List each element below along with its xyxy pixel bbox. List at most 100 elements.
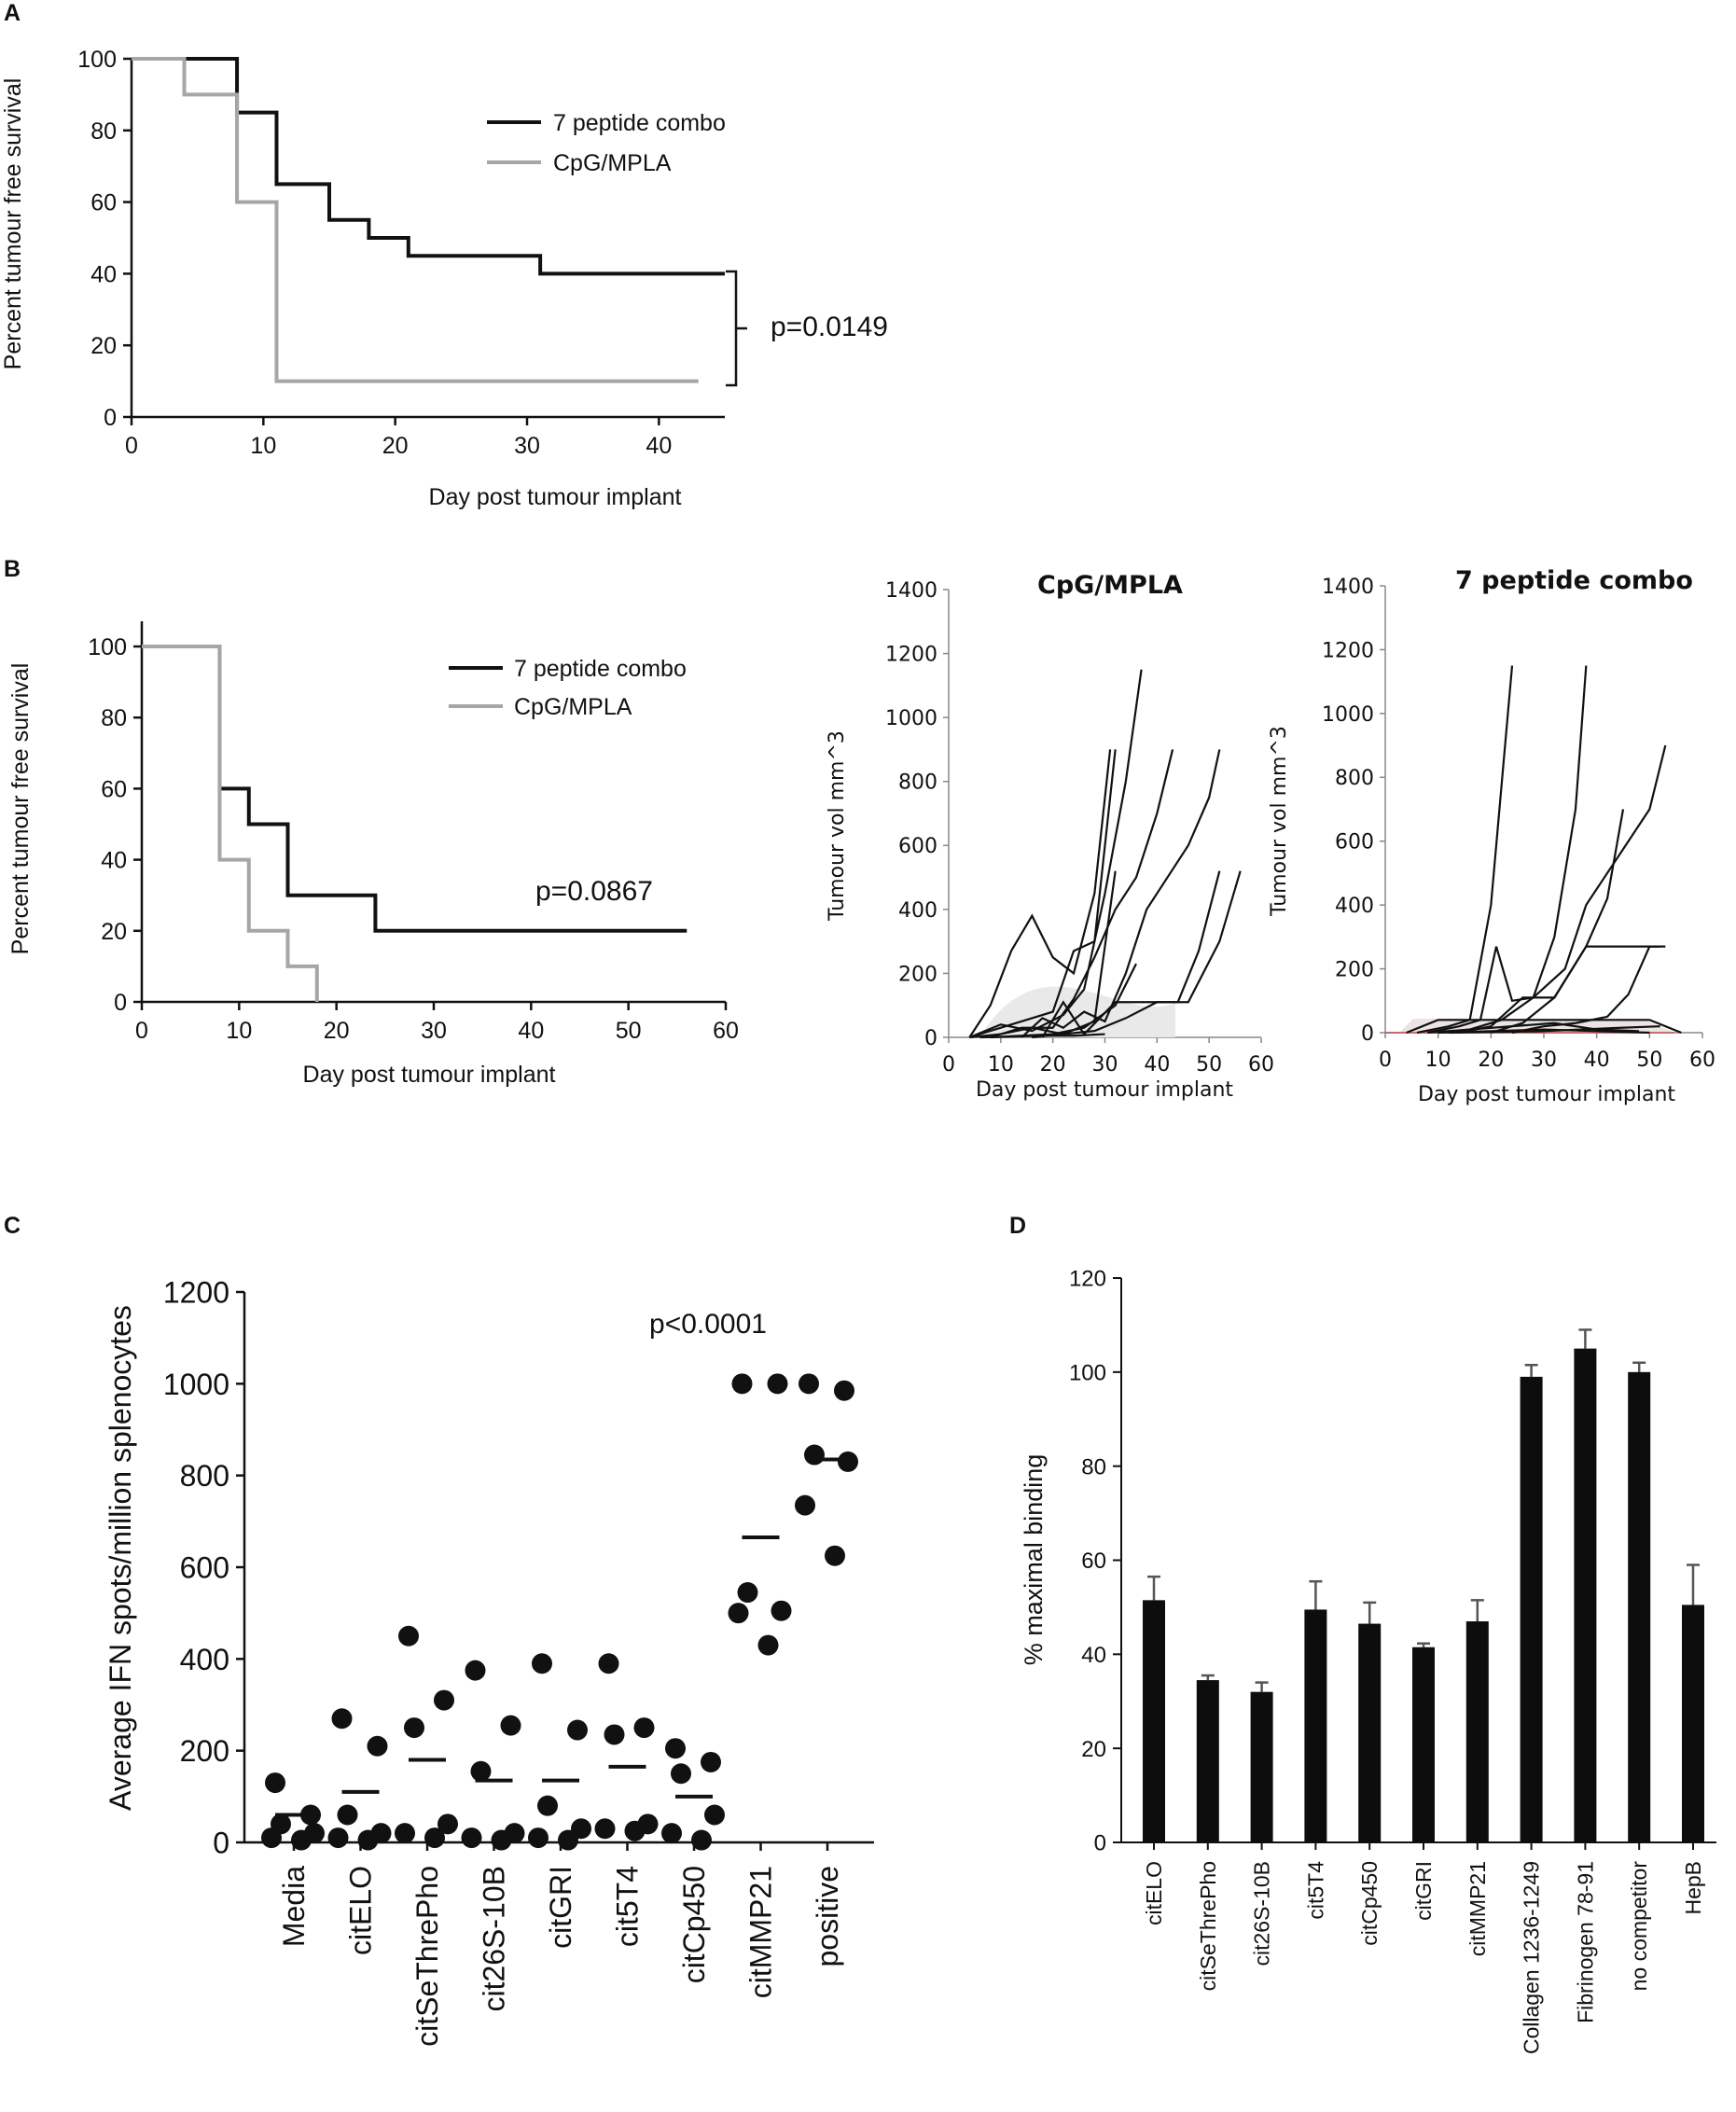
data-point [704,1804,725,1826]
y-tick-label: 1200 [1322,639,1374,662]
data-point [771,1600,792,1621]
x-tick-label: 40 [518,1018,544,1044]
category-label: citCp450 [1357,1861,1382,1946]
data-point [604,1724,625,1745]
y-tick-label: 1000 [163,1368,229,1401]
series-line-mouse-10 [979,1033,1105,1039]
series-line-mouse-6 [1511,945,1666,1035]
panel-a-legend: 7 peptide combo CpG/MPLA [487,110,726,176]
x-tick-label: 20 [382,433,409,459]
data-point [327,1827,349,1849]
y-tick-label: 20 [90,333,117,359]
bar [1143,1600,1165,1842]
data-point [701,1751,721,1772]
y-tick-label: 100 [88,634,127,660]
y-tick-label: 100 [1069,1360,1106,1385]
y-tick-label: 0 [114,990,127,1016]
panel-a-series [132,57,725,383]
series-line-mouse-5 [1491,945,1660,1035]
bar [1304,1609,1327,1842]
growth-1-y-axis-title: Tumour vol mm^3 [826,730,849,922]
category-label: positive [811,1866,844,1967]
data-point [395,1823,415,1844]
data-point [795,1494,815,1516]
data-point [461,1827,482,1849]
data-point [337,1804,358,1826]
y-tick-label: 800 [1335,767,1374,790]
data-point [261,1827,282,1849]
x-tick-label: 30 [421,1018,447,1044]
panel-label-b: B [4,556,21,582]
y-tick-label: 60 [101,776,127,802]
x-tick-label: 0 [135,1018,148,1044]
category-label: Collagen 1236-1249 [1520,1861,1544,2054]
bar [1358,1623,1382,1842]
bar [1250,1691,1273,1842]
x-tick-label: 20 [1040,1053,1066,1077]
x-tick-label: 30 [514,433,540,459]
growth-2-title: 7 peptide combo [1455,566,1693,595]
y-tick-label: 0 [213,1827,229,1860]
x-tick-label: 60 [713,1018,739,1044]
y-tick-label: 0 [1361,1022,1374,1046]
data-point [367,1735,388,1757]
x-tick-label: 40 [1584,1049,1610,1072]
growth-2-y-axis-title: Tumour vol mm^3 [1268,726,1291,917]
x-tick-label: 10 [1425,1049,1451,1072]
panel-b-survival-chart: 0 10 20 30 40 50 60 0 20 40 60 80 100 7 peptide comb… [7,621,739,1088]
x-tick-label: 60 [1689,1049,1715,1072]
panel-a-survival-chart: 0 10 20 30 40 0 20 40 60 80 100 7 peptide combo Cp… [0,47,888,510]
data-point [265,1772,285,1794]
category-label: citGRI [1411,1861,1436,1921]
y-tick-label: 0 [1094,1831,1106,1856]
y-tick-label: 400 [1335,895,1374,918]
data-point [404,1717,424,1739]
y-tick-label: 0 [104,405,117,431]
panel-a-x-axis-title: Day post tumour implant [429,484,682,510]
panel-b-p-value: p=0.0867 [535,876,653,907]
x-tick-label: 0 [125,433,138,459]
data-point [424,1827,445,1849]
series-line-mouse-2 [1427,665,1588,1035]
category-label: citELO [1142,1861,1166,1925]
growth-2-x-axis-title: Day post tumour implant [1418,1083,1675,1106]
y-tick-label: 800 [180,1459,229,1493]
growth-2-series [1406,665,1682,1035]
category-label: citCp450 [677,1866,711,1983]
data-point [737,1582,758,1604]
panel-b-legend: 7 peptide combo CpG/MPLA [449,656,687,720]
series-line-7-peptide-combo [132,57,725,276]
category-label: no competitor [1627,1861,1651,1992]
series-line-cpg-mpla [132,57,699,383]
data-point [491,1829,512,1851]
panel-label-c: C [4,1213,21,1239]
data-point [500,1715,521,1736]
data-point [731,1373,753,1395]
legend-label-cpg-mpla: CpG/MPLA [553,150,672,176]
x-tick-label: 50 [1636,1049,1662,1072]
panel-c-ticks: 0 200 400 600 800 1000 1200 [163,1276,244,1860]
data-point [291,1829,312,1851]
category-label: cit5T4 [611,1866,645,1947]
y-tick-label: 400 [898,899,937,923]
data-point [567,1719,588,1741]
y-tick-label: 1200 [163,1276,229,1310]
data-point [624,1820,646,1841]
y-tick-label: 200 [898,963,937,986]
x-tick-label: 10 [226,1018,252,1044]
y-tick-label: 40 [90,261,117,287]
series-line-mouse-8 [1032,870,1242,1039]
panel-c-p-value: p<0.0001 [649,1309,767,1340]
series-line-mouse-7 [969,870,1117,1039]
y-tick-label: 600 [180,1551,229,1585]
data-point [834,1380,854,1401]
growth-1-title: CpG/MPLA [1037,571,1183,600]
x-tick-label: 10 [250,433,276,459]
data-point [671,1763,691,1785]
y-tick-label: 200 [1335,958,1374,981]
bar [1196,1680,1219,1842]
legend-label-7-peptide-combo: 7 peptide combo [514,656,687,682]
category-label: cit26S-10B [478,1866,511,2012]
panel-a-axes [130,59,725,419]
